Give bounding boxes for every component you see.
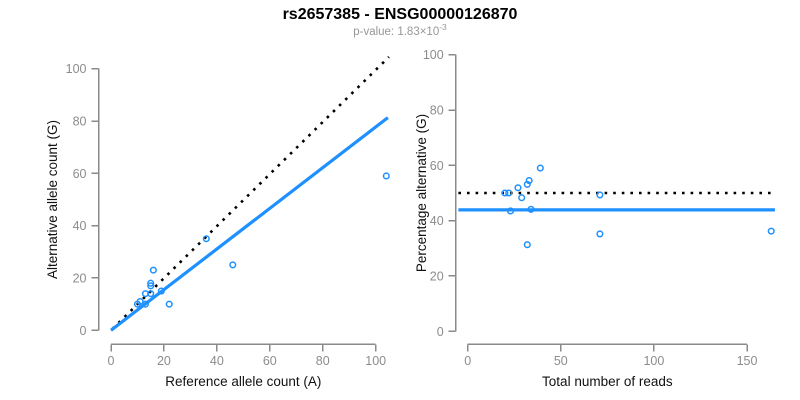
data-point <box>229 261 237 269</box>
x-tick-label: 50 <box>554 354 568 368</box>
y-axis-title: Alternative allele count (G) <box>45 120 60 279</box>
fit-line <box>110 116 389 332</box>
x-tick-label: 0 <box>108 354 115 368</box>
data-point <box>149 266 157 274</box>
y-tick-label: 20 <box>73 271 87 285</box>
y-tick-label: 60 <box>430 159 444 173</box>
allele-count-scatter: 0 20 40 60 80 100 0 20 40 60 80 100 Reference allele… <box>45 56 390 389</box>
figure-title: rs2657385 - ENSG00000126870 <box>282 6 518 23</box>
identity-line <box>111 56 390 330</box>
p-value-exponent: -3 <box>439 22 447 33</box>
y-tick-label: 40 <box>430 214 444 228</box>
data-point <box>501 189 509 197</box>
data-point <box>525 177 533 185</box>
data-point <box>596 191 604 199</box>
data-point <box>382 172 390 180</box>
data-point <box>157 287 165 295</box>
data-point <box>147 279 155 287</box>
data-point <box>505 189 513 197</box>
y-tick-label: 80 <box>73 115 87 129</box>
x-tick-label: 40 <box>210 354 224 368</box>
x-tick-label: 0 <box>464 354 471 368</box>
data-point <box>147 290 155 298</box>
x-tick-label: 150 <box>737 354 758 368</box>
data-point <box>518 194 526 202</box>
x-tick-label: 80 <box>316 354 330 368</box>
data-point <box>596 230 604 238</box>
y-tick-label: 80 <box>430 104 444 118</box>
data-point <box>536 164 544 172</box>
y-tick-label: 40 <box>73 219 87 233</box>
y-axis-title: Percentage alternative (G) <box>414 114 429 272</box>
data-point <box>147 282 155 290</box>
figure-subtitle: p-value: 1.83×10-3 <box>0 23 800 38</box>
x-tick-label: 100 <box>365 354 386 368</box>
y-tick-label: 0 <box>437 325 444 339</box>
data-point <box>202 235 210 243</box>
data-point <box>767 227 775 235</box>
x-axis-title: Total number of reads <box>542 374 673 389</box>
data-point <box>523 241 531 249</box>
data-point <box>514 184 522 192</box>
data-point <box>165 300 173 308</box>
x-tick-label: 100 <box>643 354 664 368</box>
x-axis-title: Reference allele count (A) <box>165 374 321 389</box>
x-tick-label: 60 <box>263 354 277 368</box>
data-point <box>527 205 535 213</box>
y-tick-label: 20 <box>430 269 444 283</box>
x-tick-label: 20 <box>157 354 171 368</box>
y-tick-label: 100 <box>66 62 87 76</box>
y-tick-label: 0 <box>80 324 87 338</box>
y-tick-label: 60 <box>73 167 87 181</box>
data-point <box>506 207 515 215</box>
data-point <box>136 297 144 306</box>
p-value-text: p-value: 1.83×10 <box>353 26 440 38</box>
percentage-scatter: 0 20 40 60 80 100 0 50 100 150 Total number of rea… <box>414 48 775 389</box>
data-point <box>141 300 149 308</box>
y-tick-label: 100 <box>423 48 444 62</box>
